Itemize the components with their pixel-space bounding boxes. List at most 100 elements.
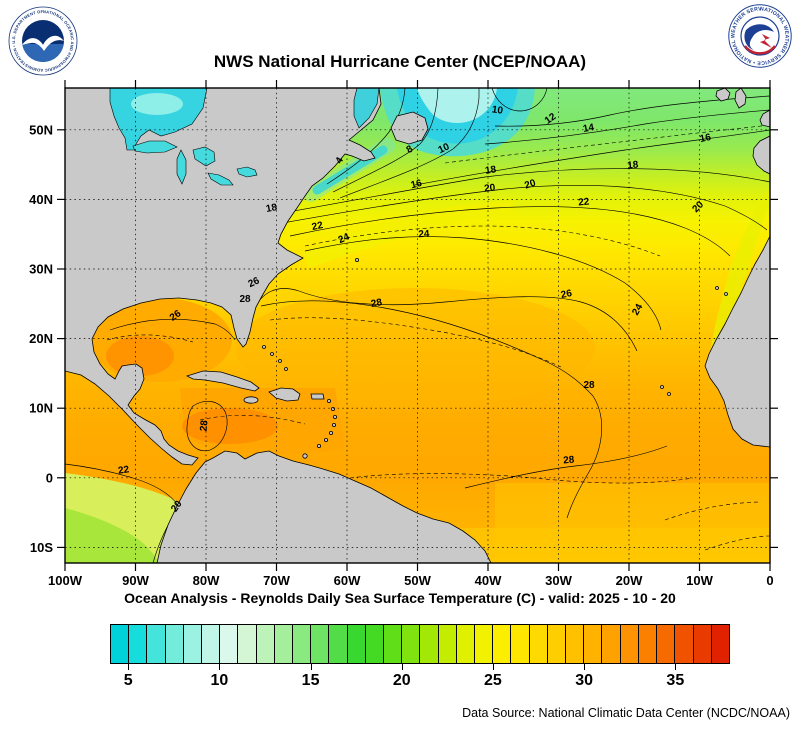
colorbar-tick-label: 5 [123,672,133,689]
colorbar-cell [511,625,530,663]
colorbar-cell [493,625,512,663]
colorbar-cell [384,625,403,663]
contour-label: 18 [627,160,639,172]
lon-label: 30W [545,573,572,588]
colorbar-cell [293,625,312,663]
puerto-rico [310,393,325,400]
colorbar-cell [256,625,275,663]
colorbar-cell [111,625,130,663]
colorbar-cell [602,625,621,663]
contour-label: 20 [484,182,497,194]
contour-lines [65,88,770,563]
lightning-icon [760,34,772,48]
colorbar-cell [365,625,385,663]
lon-label: 50W [404,573,431,588]
contour-label: 24 [418,229,430,241]
colorbar: 5 10 15 20 25 30 35 [110,624,730,694]
bahamas [262,345,288,371]
colorbar-cell [584,625,603,663]
colorbar-cell [147,625,166,663]
colorbar-tick [401,664,403,670]
great-lakes [132,140,258,186]
colorbar-tick [310,664,312,670]
colorbar-cell [475,625,494,663]
africa [704,235,770,448]
nws-logo: NATIONAL WEATHER SERVICE • NATIONAL WEAT… [728,4,792,68]
nws-swoosh-icon [744,24,774,50]
contour-label: 16 [699,132,713,145]
contour-label: 10 [437,141,452,156]
colorbar-cell [274,625,294,663]
lon-label: 40W [475,573,502,588]
axis-labels: 100W 90W 80W 70W 60W 50W 40W 30W 20W 10W 0 50N 40N 30… [29,122,773,588]
colorbar-cell [620,625,639,663]
colorbar-cell [347,625,366,663]
colorbar-cell [566,625,585,663]
contour-label: 18 [265,202,278,215]
contour-label: 28 [583,380,595,391]
contour-label: 26 [560,288,574,301]
nws-red-arc [744,45,776,55]
landmasses [65,88,770,563]
map-caption: Ocean Analysis - Reynolds Daily Sea Surf… [124,590,676,606]
noaa-emblem-sea [22,44,64,62]
contour-label: 24 [337,231,352,246]
contour-label: 18 [484,164,497,177]
iberia [752,135,770,175]
page-title: NWS National Hurricane Center (NCEP/NOAA… [213,52,587,71]
colorbar-tick-label: 30 [575,672,594,689]
brittany [759,109,770,128]
colorbar-cell [165,625,184,663]
lat-label: 40N [29,192,53,207]
colorbar-cell [183,625,203,663]
lon-label: 60W [334,573,361,588]
contour-label: 22 [578,197,590,209]
colorbar-tick [492,664,494,670]
colorbar-cell [311,625,330,663]
lon-label: 90W [122,573,149,588]
colorbar-cell [456,625,476,663]
cuba [185,370,260,392]
axis-ticks [57,80,778,571]
jamaica [243,396,259,404]
newfoundland [390,111,429,145]
contour-label: 28 [370,297,383,310]
colorbar-cell [329,625,348,663]
colorbar-cells [110,624,730,664]
contour-label: 4 [334,155,347,166]
contour-label: 28 [563,455,575,467]
colorbar-tick-label: 15 [301,672,320,689]
noaa-logo: NATIONAL OCEANIC AND ATMOSPHERIC ADMINIS… [8,6,78,76]
bermuda [354,257,359,262]
lat-label: 0 [46,470,53,485]
graticule [65,88,770,563]
colorbar-cell [238,625,257,663]
contour-label: 8 [405,143,416,156]
colorbar-tick [219,664,221,670]
contour-label: 22 [117,464,130,477]
colorbar-cell [693,625,712,663]
lon-label: 100W [48,573,83,588]
contour-label: 26 [247,275,262,290]
contour-label: 20 [523,178,537,192]
colorbar-tick-label: 20 [392,672,411,689]
lon-label: 20W [616,573,643,588]
colorbar-tick [584,664,586,670]
colorbar-tick-label: 35 [666,672,685,689]
colorbar-cell [675,625,694,663]
colorbar-cell [202,625,221,663]
lat-label: 10N [29,401,53,416]
contour-label: 14 [582,122,595,135]
colorbar-cell [638,625,658,663]
colorbar-tick-label: 10 [210,672,229,689]
colorbar-tick [675,664,677,670]
colorbar-tick-label: 25 [484,672,502,689]
lon-label: 10W [686,573,713,588]
colorbar-cell [547,625,567,663]
contour-label: 24 [630,302,645,318]
contour-label: 16 [410,178,424,191]
south-america [156,450,492,563]
colorbar-cell [420,625,439,663]
contour-label: 22 [311,220,325,233]
colorbar-cell [220,625,239,663]
